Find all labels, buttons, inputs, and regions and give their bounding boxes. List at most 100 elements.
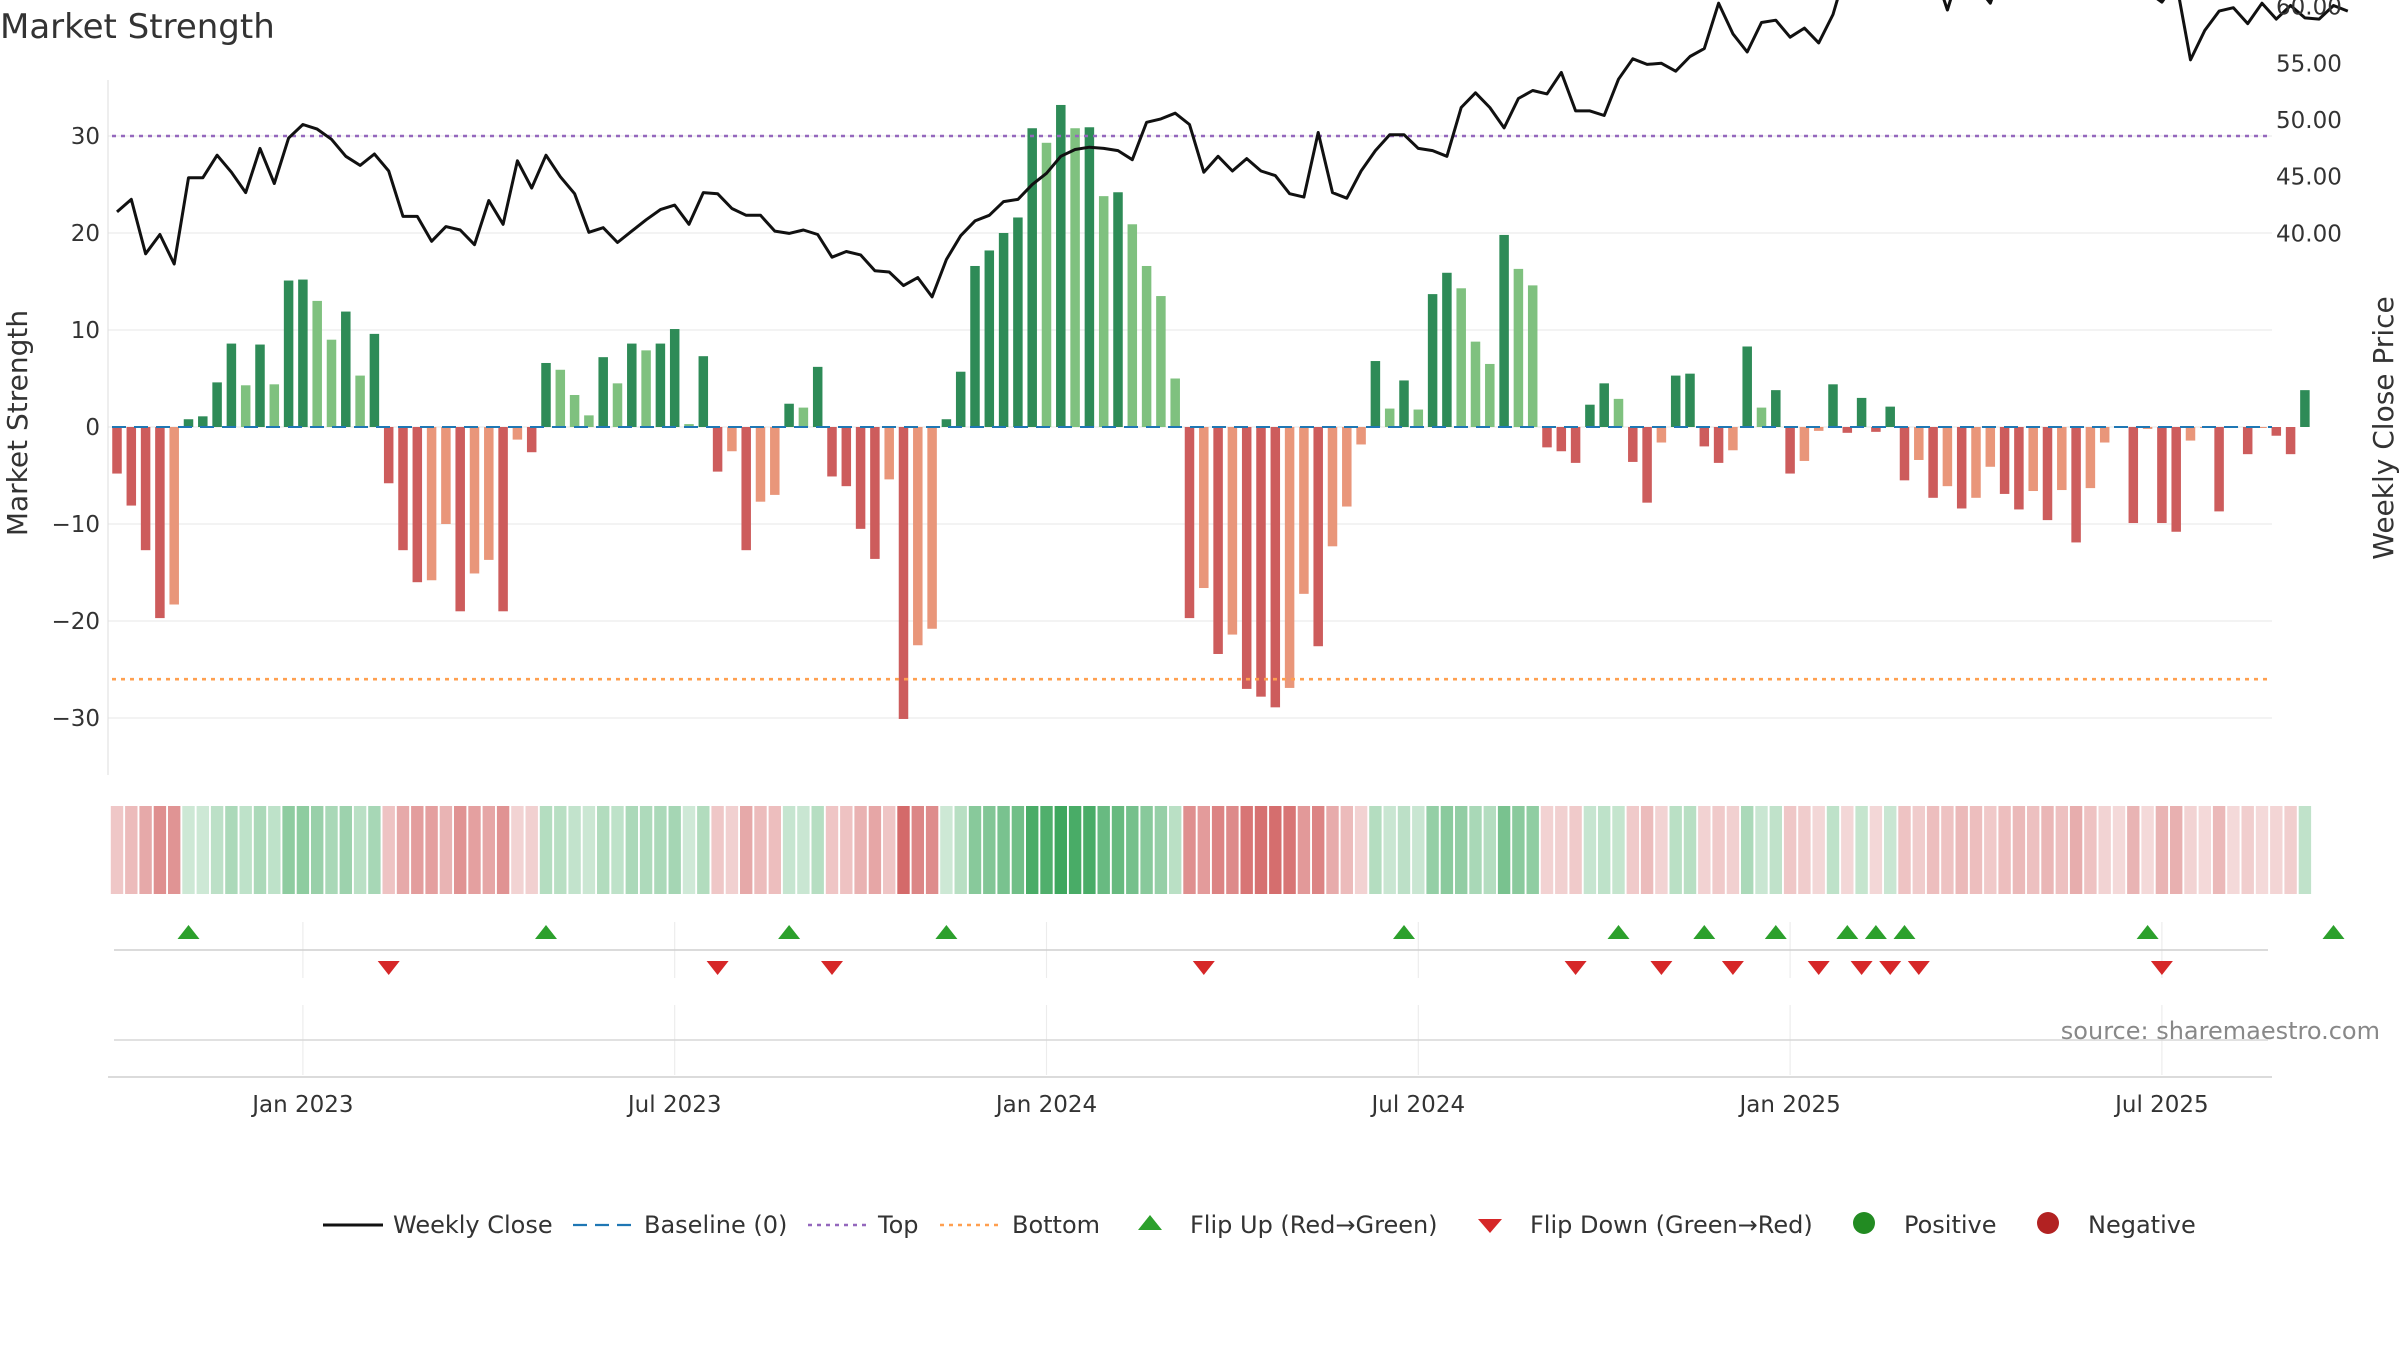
- heat-cell: [482, 806, 495, 894]
- flip-down-marker: [1564, 961, 1587, 975]
- strength-bar: [1899, 427, 1910, 481]
- strength-bar: [1499, 234, 1509, 427]
- left-tick-label: 30: [71, 124, 100, 150]
- heat-cell: [1555, 806, 1568, 894]
- legend-positive-swatch: [1853, 1212, 1875, 1234]
- heat-cell: [2127, 806, 2140, 894]
- heat-cell: [782, 806, 796, 894]
- flip-markers: [114, 925, 2345, 975]
- heat-cell: [1211, 806, 1225, 894]
- heat-cell: [1626, 806, 1639, 894]
- strength-bar: [1313, 427, 1323, 647]
- strength-bar: [426, 427, 437, 581]
- strength-bar: [1771, 390, 1781, 427]
- flip-up-marker: [935, 925, 958, 939]
- strength-bar: [1785, 427, 1795, 474]
- heat-cell: [2012, 806, 2026, 894]
- strength-bar: [1227, 427, 1238, 635]
- heat-cell: [2155, 806, 2169, 894]
- strength-bar: [269, 384, 280, 427]
- heat-cell: [468, 806, 481, 894]
- strength-bar: [1098, 196, 1109, 427]
- x-tick-label: Jan 2025: [1737, 1092, 1840, 1118]
- strength-bar: [412, 427, 423, 583]
- chart-title: Market Strength: [0, 7, 275, 47]
- strength-bar: [283, 280, 294, 427]
- heat-cell: [353, 806, 367, 894]
- heat-cell: [511, 806, 524, 894]
- strength-bar: [326, 339, 337, 427]
- heat-cell: [2112, 806, 2126, 894]
- strength-bar: [455, 427, 465, 612]
- heat-cell: [1683, 806, 1697, 894]
- strength-bar: [1027, 128, 1037, 428]
- strength-bar: [240, 385, 251, 427]
- left-tick-label: 10: [71, 318, 100, 344]
- strength-bar: [1699, 427, 1710, 447]
- heat-cell: [639, 806, 653, 894]
- heat-cell: [1312, 806, 1325, 894]
- strength-bar: [1971, 427, 1981, 498]
- heat-cell: [925, 806, 939, 894]
- strength-bar: [884, 427, 894, 480]
- legend-baseline: Baseline (0): [644, 1211, 787, 1239]
- strength-bar: [1670, 375, 1681, 427]
- flip-down-marker: [1192, 961, 1215, 975]
- strength-bar: [2028, 427, 2038, 492]
- heat-cell: [2055, 806, 2068, 894]
- strength-bar: [312, 300, 322, 427]
- heat-cell: [1440, 806, 1454, 894]
- heat-cell: [2184, 806, 2197, 894]
- strength-bar: [183, 419, 194, 427]
- strength-bar: [655, 343, 666, 427]
- strength-bar: [2300, 390, 2310, 427]
- heat-cell: [983, 806, 996, 894]
- heat-cell: [2041, 806, 2054, 894]
- heat-cell: [811, 806, 824, 894]
- heat-cell: [883, 806, 896, 894]
- heat-cell: [1569, 806, 1582, 894]
- legend-weekly-close: Weekly Close: [393, 1211, 553, 1239]
- strength-bar: [984, 250, 995, 427]
- strength-bar: [2085, 427, 2096, 489]
- strength-bar: [2014, 427, 2024, 510]
- heat-cell: [954, 806, 967, 894]
- flip-down-marker: [1879, 961, 1902, 975]
- heat-cell: [2241, 806, 2254, 894]
- right-tick-label: 60.00: [2276, 0, 2342, 21]
- heat-cell: [1068, 806, 1082, 894]
- strength-bar: [2285, 427, 2296, 455]
- heat-cell: [2212, 806, 2226, 894]
- strength-bar: [1327, 427, 1338, 547]
- strength-bar: [169, 427, 179, 605]
- strength-bar: [526, 427, 537, 453]
- strength-bar: [612, 383, 623, 427]
- strength-bar: [2185, 427, 2196, 441]
- strength-bar: [1985, 427, 1996, 467]
- right-axis-title: Weekly Close Price: [2367, 296, 2400, 559]
- heat-cell: [1712, 806, 1725, 894]
- strength-bar: [441, 427, 451, 524]
- heat-cell: [740, 806, 753, 894]
- strength-bar: [569, 394, 580, 427]
- heat-cell: [1111, 806, 1125, 894]
- strength-bar: [2242, 427, 2253, 455]
- right-tick-label: 40.00: [2276, 221, 2342, 247]
- heat-cell: [1140, 806, 1153, 894]
- legend-bottom: Bottom: [1012, 1211, 1100, 1239]
- legend-flip-down-swatch: [1478, 1219, 1502, 1233]
- heat-cell: [1884, 806, 1897, 894]
- strength-bar: [1213, 427, 1223, 654]
- strength-bar: [627, 343, 637, 427]
- x-tick-label: Jul 2023: [626, 1092, 722, 1118]
- heat-cell: [2170, 806, 2183, 894]
- heat-cell: [1297, 806, 1311, 894]
- heat-cell: [1183, 806, 1196, 894]
- heat-cell: [1741, 806, 1754, 894]
- heat-cell: [625, 806, 638, 894]
- left-axis: 30 20 10 0 −10 −20 −30: [51, 80, 109, 775]
- strength-bar: [1656, 427, 1667, 443]
- heat-cell: [840, 806, 853, 894]
- heat-cell: [411, 806, 424, 894]
